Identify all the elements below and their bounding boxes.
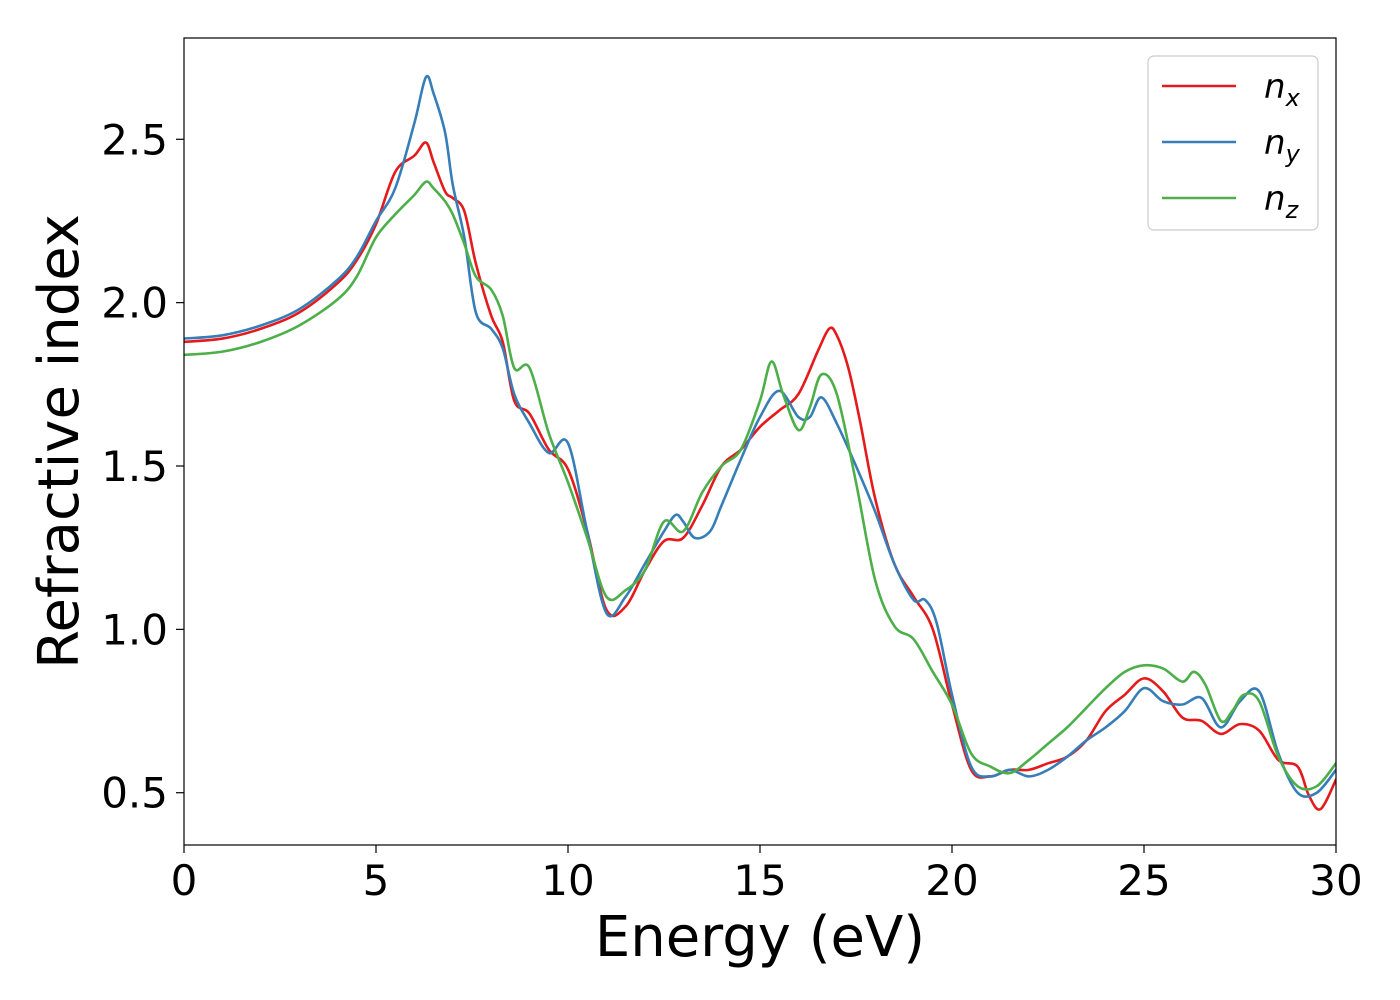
series-line-y: [184, 74, 1336, 798]
legend-label-z: nz: [1264, 179, 1300, 224]
x-axis-title: Energy (eV): [595, 905, 925, 970]
y-tick-label: 1.5: [101, 442, 168, 491]
x-tick-label: 25: [1117, 856, 1170, 905]
x-axis-ticks: 0 5 10 15 20 25 30: [171, 845, 1363, 905]
legend-label-x: nx: [1264, 67, 1301, 112]
y-axis-title: Refractive index: [27, 214, 92, 669]
y-tick-label: 2.0: [101, 279, 168, 328]
x-tick-label: 10: [541, 856, 594, 905]
legend: nx ny nz: [1147, 55, 1319, 231]
y-tick-label: 2.5: [101, 115, 168, 164]
series-line-x: [184, 141, 1336, 811]
x-tick-label: 15: [733, 856, 786, 905]
y-axis-ticks: 0.5 1.0 1.5 2.0 2.5: [101, 115, 184, 818]
x-tick-label: 20: [925, 856, 978, 905]
y-tick-label: 1.0: [101, 605, 168, 654]
y-tick-label: 0.5: [101, 769, 168, 818]
x-tick-label: 0: [171, 856, 198, 905]
legend-label-y: ny: [1264, 123, 1301, 168]
series-line-z: [184, 180, 1336, 791]
x-tick-label: 5: [363, 856, 390, 905]
x-tick-label: 30: [1309, 856, 1362, 905]
series-layer: [184, 74, 1336, 811]
